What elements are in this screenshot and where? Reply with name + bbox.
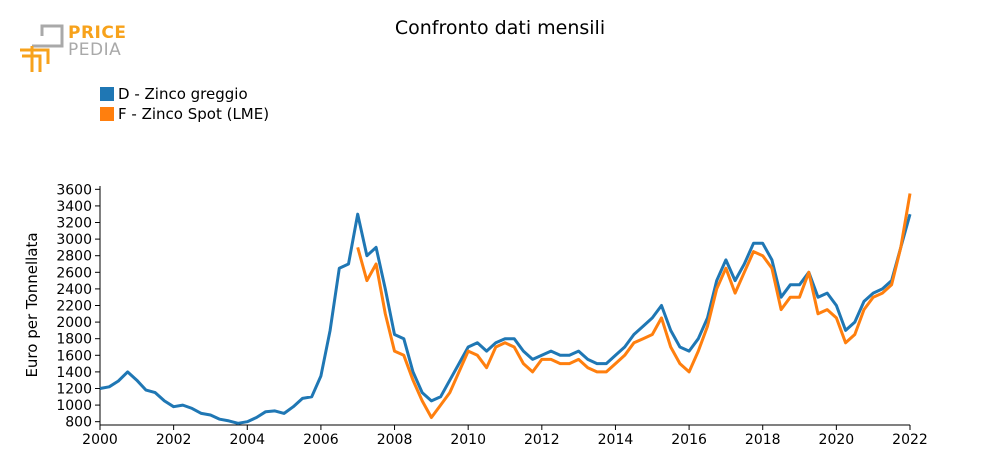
chart-series-layer (99, 193, 912, 425)
legend-swatch-blue (100, 87, 114, 101)
legend-label: F - Zinco Spot (LME) (118, 105, 270, 123)
x-tick-label: 2006 (303, 432, 339, 448)
y-tick-label: 1600 (56, 348, 92, 364)
y-tick-label: 2200 (56, 299, 92, 315)
x-tick-label: 2018 (745, 432, 781, 448)
legend-item-zinco-greggio[interactable]: D - Zinco greggio (100, 84, 269, 104)
x-tick-label: 2000 (82, 432, 118, 448)
series-line-zinco-spot (356, 193, 912, 419)
y-tick-label: 2000 (56, 315, 92, 331)
chart-legend: D - Zinco greggio F - Zinco Spot (LME) (100, 84, 269, 124)
chart-title: Confronto dati mensili (394, 17, 606, 39)
x-tick-label: 2012 (524, 432, 560, 448)
x-tick-label: 2014 (598, 432, 634, 448)
x-tick-label: 2016 (671, 432, 707, 448)
x-tick-label: 2004 (229, 432, 265, 448)
x-tick-label: 2008 (377, 432, 413, 448)
x-tick-label: 2022 (892, 432, 928, 448)
x-tick-label: 2020 (819, 432, 855, 448)
pricepedia-logo-icon (20, 24, 64, 72)
y-tick-label: 1200 (56, 381, 92, 397)
x-tick-label: 2010 (450, 432, 486, 448)
y-tick-label: 3400 (56, 199, 92, 215)
y-tick-label: 2600 (56, 265, 92, 281)
y-axis-label: Euro per Tonnellata (23, 232, 41, 377)
legend-item-zinco-spot[interactable]: F - Zinco Spot (LME) (100, 104, 269, 124)
y-tick-label: 800 (65, 415, 92, 431)
x-tick-label: 2002 (156, 432, 192, 448)
y-tick-label: 1400 (56, 365, 92, 381)
y-tick-label: 2800 (56, 249, 92, 265)
y-tick-label: 3600 (56, 182, 92, 198)
legend-swatch-orange (100, 107, 114, 121)
logo-line-price: PRICE (68, 23, 127, 43)
y-tick-label: 2400 (56, 282, 92, 298)
y-tick-label: 3200 (56, 216, 92, 232)
logo-line-pedia: PEDIA (68, 40, 122, 60)
logo-text: PRICE PEDIA (68, 25, 126, 59)
chart-axes: 2000 2002 2004 2006 2008 2010 2012 2014 2016 2018… (56, 182, 927, 448)
y-tick-label: 1000 (56, 398, 92, 414)
y-tick-label: 3000 (56, 232, 92, 248)
legend-label: D - Zinco greggio (118, 85, 248, 103)
y-tick-label: 1800 (56, 332, 92, 348)
series-line-zinco-greggio (99, 212, 912, 425)
